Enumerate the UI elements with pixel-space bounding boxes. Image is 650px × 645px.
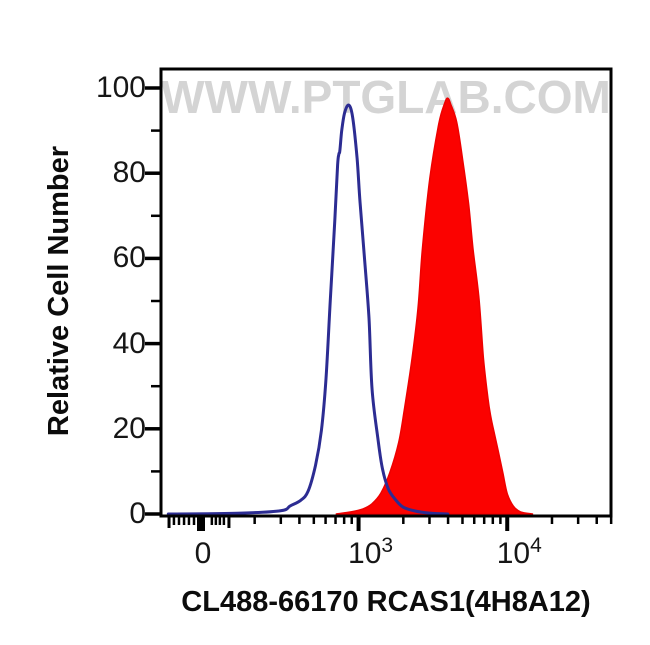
blue_open_histogram bbox=[166, 103, 450, 516]
red_filled_histogram bbox=[335, 97, 534, 515]
plot-frame bbox=[159, 67, 613, 518]
watermark: WWW.PTGLAB.COM bbox=[161, 71, 611, 123]
